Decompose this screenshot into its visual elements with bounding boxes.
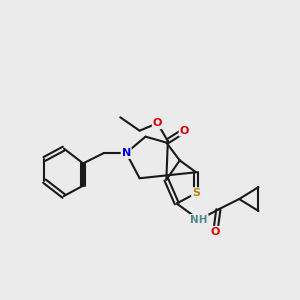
- Text: O: O: [179, 126, 189, 136]
- Text: NH: NH: [190, 215, 208, 225]
- Text: O: O: [153, 118, 162, 128]
- Text: S: S: [192, 188, 200, 198]
- Text: N: N: [122, 148, 131, 158]
- Text: O: O: [211, 227, 220, 237]
